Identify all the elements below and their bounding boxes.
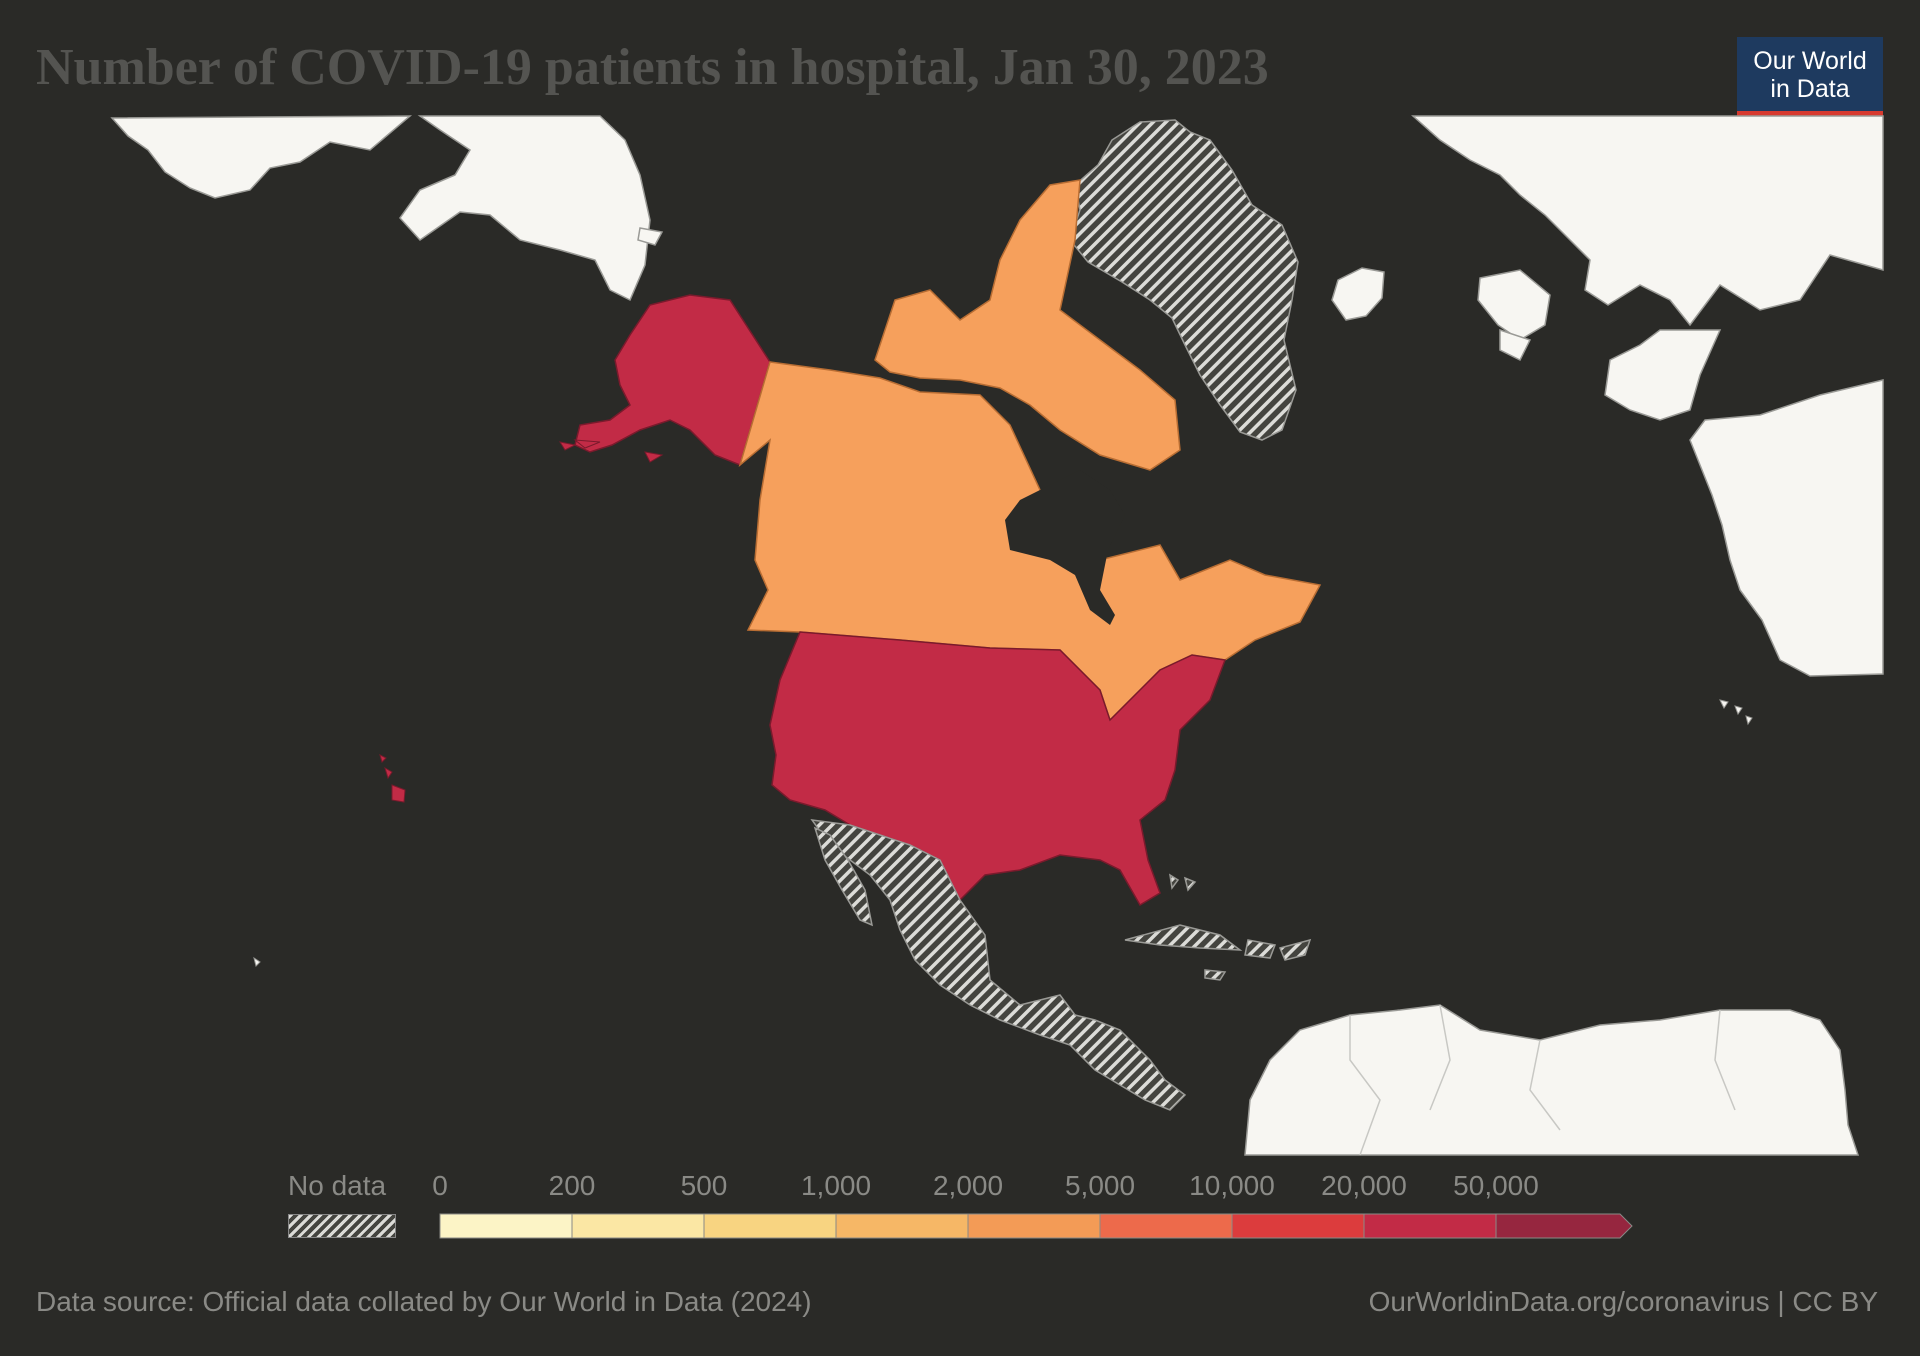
owid-logo[interactable]: Our World in Data	[1737, 37, 1883, 117]
source-link[interactable]: OurWorldinData.org/coronavirus | CC BY	[1368, 1286, 1878, 1317]
legend-bin	[439, 1213, 573, 1239]
south-america	[1244, 1004, 1860, 1156]
legend-tick-label: 50,000	[1453, 1170, 1539, 1201]
south-america-borders	[1349, 1004, 1736, 1156]
legend-bin	[967, 1213, 1101, 1239]
united-states	[769, 631, 1227, 907]
logo-line-2: in Data	[1770, 75, 1850, 103]
europe	[1411, 115, 1884, 421]
iceland	[1331, 267, 1385, 321]
alaska-islands	[558, 439, 664, 463]
baja-california	[813, 826, 874, 927]
legend-tick-label: 0	[432, 1170, 448, 1201]
legend-bin	[703, 1213, 837, 1239]
data-source-note: Data source: Official data collated by O…	[36, 1286, 812, 1317]
legend-no-data-swatch	[288, 1214, 396, 1238]
legend-tick-label: 200	[548, 1170, 596, 1201]
legend-tick-label: 10,000	[1189, 1170, 1275, 1201]
russia-east	[110, 115, 664, 302]
atlantic-islands	[253, 699, 1753, 967]
legend-tick-label: 500	[680, 1170, 728, 1201]
legend-bin	[835, 1213, 969, 1239]
alaska	[574, 294, 771, 467]
legend-bin	[1099, 1213, 1233, 1239]
legend-tick-label: 20,000	[1321, 1170, 1407, 1201]
legend-bin	[1363, 1213, 1497, 1239]
legend-bin	[1231, 1213, 1365, 1239]
legend-tick-label: 5,000	[1064, 1170, 1136, 1201]
canada-arctic-islands	[874, 179, 1181, 471]
legend-tick-label: 1,000	[800, 1170, 872, 1201]
legend-bin	[1495, 1213, 1633, 1239]
legend-tick-label: 2,000	[932, 1170, 1004, 1201]
legend-bin	[571, 1213, 705, 1239]
africa-northwest	[1689, 379, 1884, 677]
mexico-central-america	[810, 819, 1187, 1111]
legend-color-bar	[439, 1213, 1633, 1239]
caribbean	[1124, 873, 1312, 981]
legend-no-data-label: No data	[288, 1170, 387, 1201]
logo-line-1: Our World	[1753, 47, 1867, 75]
hawaii	[379, 754, 406, 803]
chart-title: Number of COVID-19 patients in hospital,…	[36, 39, 1269, 96]
hudson-bay	[1005, 470, 1125, 625]
